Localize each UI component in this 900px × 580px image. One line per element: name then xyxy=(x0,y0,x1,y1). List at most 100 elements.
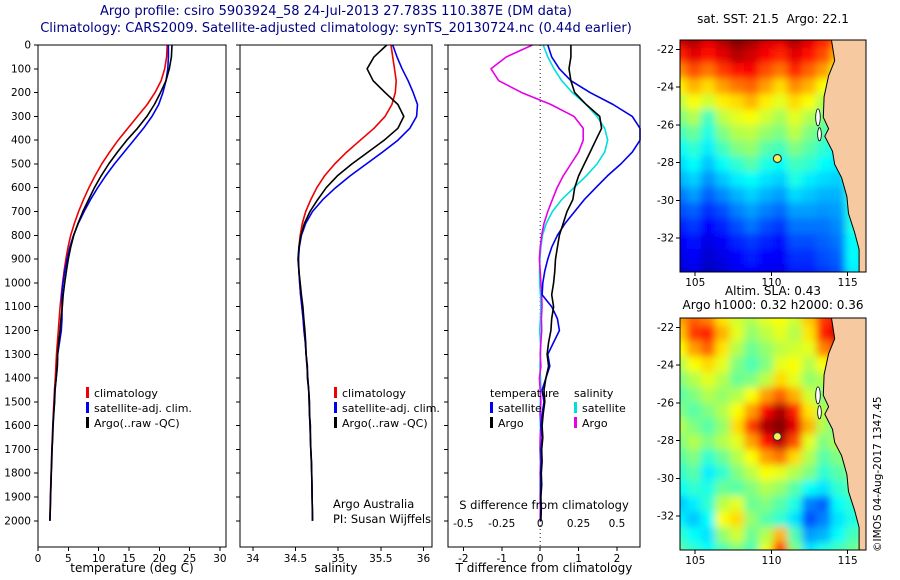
s-satellite-line-swatch xyxy=(574,402,577,413)
t-satellite-line-swatch xyxy=(490,402,493,413)
svg-text:105: 105 xyxy=(685,277,705,289)
sla-map-subtitle: Argo h1000: 0.32 h2000: 0.36 xyxy=(682,298,864,312)
legend-item-climatology: climatology xyxy=(334,386,440,401)
salinity-axis-label: salinity xyxy=(314,561,358,575)
svg-text:1100: 1100 xyxy=(4,301,31,313)
svg-text:1200: 1200 xyxy=(4,325,31,337)
svg-text:0: 0 xyxy=(537,553,544,565)
legend-label: Argo xyxy=(498,417,524,430)
svg-text:-24: -24 xyxy=(657,360,674,372)
svg-text:-1: -1 xyxy=(497,553,507,565)
svg-text:-30: -30 xyxy=(657,195,674,207)
legend-label: satellite-adj. clim. xyxy=(94,402,192,415)
svg-text:100: 100 xyxy=(11,63,31,75)
svg-text:2000: 2000 xyxy=(4,515,31,527)
argo-line-swatch xyxy=(86,417,89,428)
svg-text:800: 800 xyxy=(11,230,31,242)
svg-text:34: 34 xyxy=(246,553,260,565)
sst-map-title: sat. SST: 21.5 Argo: 22.1 xyxy=(697,12,849,26)
difference-legend-temperature: temperature satellite Argo xyxy=(490,386,559,431)
sla-map-title: Altim. SLA: 0.43 xyxy=(724,284,822,298)
svg-text:500: 500 xyxy=(11,158,31,170)
svg-text:35.5: 35.5 xyxy=(369,553,392,565)
legend-item-satellite: satellite-adj. clim. xyxy=(334,401,440,416)
legend-label: satellite-adj. clim. xyxy=(342,402,440,415)
legend-label: Argo(..raw -QC) xyxy=(94,417,180,430)
legend-item-t-argo: Argo xyxy=(490,416,559,431)
svg-text:0.5: 0.5 xyxy=(609,518,626,530)
svg-text:1500: 1500 xyxy=(4,396,31,408)
s-difference-axis-label: S difference from climatology xyxy=(459,498,629,512)
svg-text:-0.25: -0.25 xyxy=(488,518,515,530)
attribution-line2: PI: Susan Wijffels xyxy=(333,512,432,526)
t-difference-axis-label: T difference from climatology xyxy=(455,561,633,575)
svg-text:-30: -30 xyxy=(657,473,674,485)
svg-text:20: 20 xyxy=(153,553,166,565)
salinity-profile-chart: 34 34.5 35 35.5 36 xyxy=(236,44,433,565)
climatology-line-swatch xyxy=(334,387,337,398)
svg-text:400: 400 xyxy=(11,135,31,147)
svg-text:-22: -22 xyxy=(657,322,674,334)
legend-label: Argo xyxy=(582,417,608,430)
legend-item-satellite: satellite-adj. clim. xyxy=(86,401,192,416)
svg-text:900: 900 xyxy=(11,254,31,266)
svg-text:36: 36 xyxy=(417,553,431,565)
svg-text:200: 200 xyxy=(11,87,31,99)
svg-text:105: 105 xyxy=(685,555,705,567)
legend-item-argo: Argo(..raw -QC) xyxy=(86,416,192,431)
svg-text:34.5: 34.5 xyxy=(284,553,307,565)
svg-text:1300: 1300 xyxy=(4,349,31,361)
s-argo-line-swatch xyxy=(574,417,577,428)
temperature-legend: climatology satellite-adj. clim. Argo(..… xyxy=(86,386,192,431)
legend-label: climatology xyxy=(342,387,406,400)
climatology-line-swatch xyxy=(86,387,89,398)
sla-map-chart: 105 110 115 -22 -24 -26 -28 -30 -32 xyxy=(657,317,867,567)
argo-line-swatch xyxy=(334,417,337,428)
difference-legend-salinity: salinity satellite Argo xyxy=(574,386,626,431)
svg-text:0: 0 xyxy=(24,40,31,52)
attribution-line1: Argo Australia xyxy=(333,497,415,511)
svg-text:1900: 1900 xyxy=(4,492,31,504)
svg-text:110: 110 xyxy=(761,277,781,289)
svg-text:-32: -32 xyxy=(657,511,674,523)
svg-text:1800: 1800 xyxy=(4,468,31,480)
svg-text:1: 1 xyxy=(575,553,582,565)
svg-text:110: 110 xyxy=(761,555,781,567)
svg-text:0: 0 xyxy=(35,553,42,565)
svg-text:0: 0 xyxy=(537,518,544,530)
sst-map-chart: 105 110 115 -22 -24 -26 -28 -30 -32 xyxy=(657,39,867,289)
legend-item-t-satellite: satellite xyxy=(490,401,559,416)
svg-text:5: 5 xyxy=(65,553,72,565)
svg-text:10: 10 xyxy=(92,553,105,565)
svg-text:1400: 1400 xyxy=(4,373,31,385)
svg-text:25: 25 xyxy=(183,553,196,565)
legend-item-s-satellite: satellite xyxy=(574,401,626,416)
legend-item-argo: Argo(..raw -QC) xyxy=(334,416,440,431)
legend-header-temperature: temperature xyxy=(490,387,560,400)
figure-title-line2: Climatology: CARS2009. Satellite-adjuste… xyxy=(40,21,632,36)
svg-text:-22: -22 xyxy=(657,44,674,56)
svg-text:-32: -32 xyxy=(657,233,674,245)
legend-item-s-argo: Argo xyxy=(574,416,626,431)
legend-label: satellite xyxy=(582,402,626,415)
svg-text:-28: -28 xyxy=(657,157,674,169)
satellite-line-swatch xyxy=(334,402,337,413)
attribution-note: Argo Australia PI: Susan Wijffels xyxy=(333,497,431,527)
svg-text:-26: -26 xyxy=(657,119,674,131)
svg-text:115: 115 xyxy=(838,555,858,567)
temperature-axis-label: temperature (deg C) xyxy=(70,561,194,575)
svg-text:1000: 1000 xyxy=(4,277,31,289)
legend-item-climatology: climatology xyxy=(86,386,192,401)
svg-text:2: 2 xyxy=(614,553,621,565)
difference-profile-chart: -2 -1 0 1 2 -0.5 -0.25 0 0.25 0.5 xyxy=(444,44,641,565)
svg-text:35: 35 xyxy=(331,553,344,565)
temperature-profile-chart: 0100200300400500600700800900100011001200… xyxy=(4,40,226,566)
imos-copyright: ©IMOS 04-Aug-2017 1347.45 xyxy=(872,396,884,552)
svg-text:1600: 1600 xyxy=(4,420,31,432)
salinity-legend: climatology satellite-adj. clim. Argo(..… xyxy=(334,386,440,431)
svg-text:-24: -24 xyxy=(657,82,674,94)
svg-text:1700: 1700 xyxy=(4,444,31,456)
svg-text:0.25: 0.25 xyxy=(567,518,590,530)
svg-text:30: 30 xyxy=(213,553,226,565)
svg-text:-2: -2 xyxy=(458,553,468,565)
